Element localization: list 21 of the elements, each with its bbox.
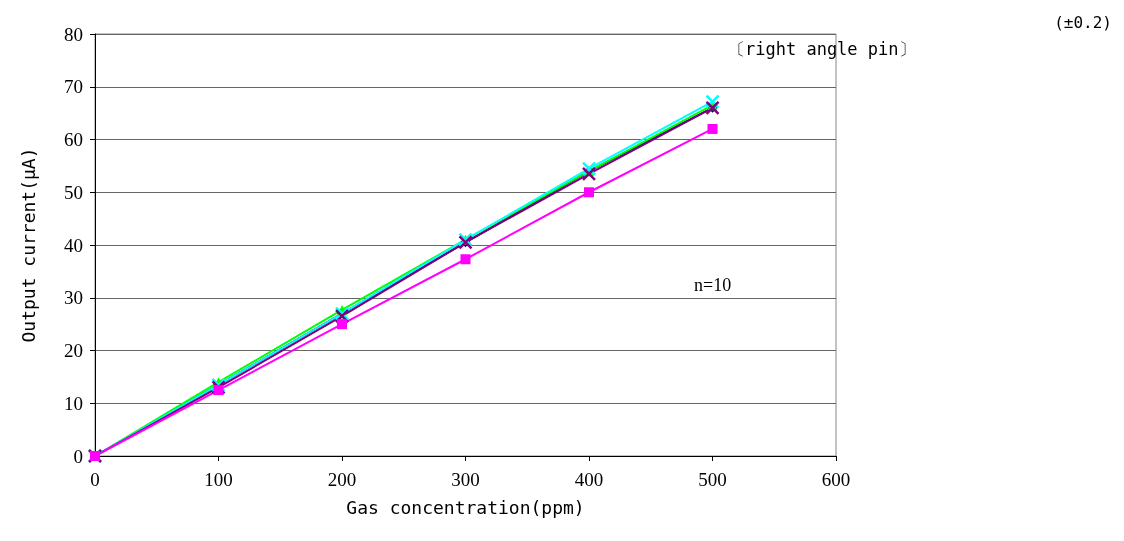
x-tick-label: 0 — [90, 469, 100, 490]
y-tick-label: 30 — [64, 287, 83, 309]
text: (±0.2) — [1054, 12, 1112, 32]
x-axis-title: Gas concentration(ppm) — [346, 496, 585, 518]
x-tick-label: 100 — [204, 469, 233, 490]
y-tick-label: 0 — [73, 445, 83, 467]
y-tick-label: 10 — [64, 392, 83, 414]
y-tick-label: 70 — [64, 76, 83, 98]
x-tick-label: 400 — [574, 469, 604, 490]
y-axis-title: Output current(μA) — [17, 147, 39, 343]
y-tick-label: 40 — [64, 234, 83, 256]
annotation: n=10 — [694, 275, 732, 295]
y-tick-label: 20 — [64, 340, 83, 361]
x-tick-label: 300 — [451, 469, 480, 490]
annotation: 〔right angle pin〕 — [728, 38, 916, 59]
y-tick-label: 80 — [64, 23, 83, 45]
x-tick-label: 200 — [327, 469, 357, 490]
x-tick-label: 600 — [821, 469, 851, 490]
y-tick-label: 50 — [64, 181, 83, 203]
y-tick-label: 60 — [64, 129, 83, 150]
x-tick-label: 500 — [698, 469, 727, 490]
